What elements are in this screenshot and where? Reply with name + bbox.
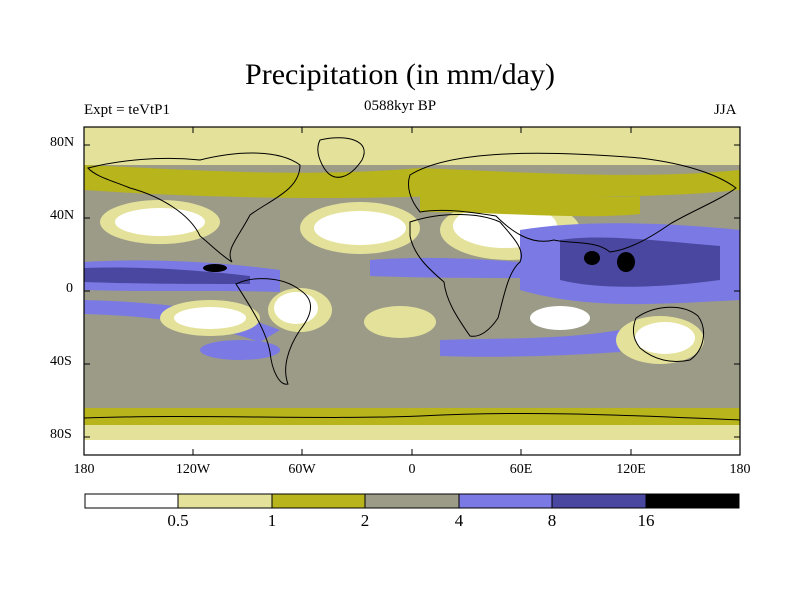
dry-spacific-core	[174, 307, 246, 329]
colorbar-frame	[84, 493, 740, 509]
lat-label-80n: 80N	[50, 135, 75, 150]
coastlines	[83, 137, 741, 421]
lat-label-0: 0	[66, 281, 73, 296]
precip-field	[84, 127, 740, 455]
colorbar-label-16: 16	[637, 511, 655, 530]
colorbar-bin-3	[365, 494, 459, 508]
wet-south-indian	[440, 330, 620, 357]
colorbar-label-1: 1	[267, 511, 277, 530]
map-title: Precipitation (in mm/day)	[245, 58, 555, 91]
wet-itcz-atlantic	[370, 257, 520, 278]
precip-south-white	[84, 440, 740, 455]
eurasia-outline	[407, 152, 737, 253]
south-america-outline	[235, 278, 311, 385]
dry-indian	[530, 306, 590, 330]
lon-label-180w: 180	[73, 462, 95, 477]
lon-label-120e: 120E	[616, 462, 646, 477]
light-eurasia	[420, 189, 640, 217]
wet-asia-black-1	[584, 251, 600, 265]
colorbar-bin-4	[459, 494, 552, 508]
australia-outline	[632, 306, 705, 362]
wet-asia-black-2	[617, 252, 635, 272]
dry-npacific-core	[115, 208, 205, 236]
north-america-outline	[87, 152, 301, 263]
colorbar-bin-0	[85, 494, 178, 508]
wet-s-atlantic	[200, 340, 280, 360]
africa-outline	[409, 214, 522, 337]
wet-itcz-core	[84, 267, 250, 284]
lon-label-180e: 180	[729, 462, 751, 477]
dry-satlantic	[364, 306, 436, 338]
precip-north-band	[84, 127, 740, 165]
lon-label-120w: 120W	[175, 462, 211, 477]
colorbar-bin-2	[272, 494, 365, 508]
lon-label-60w: 60W	[288, 462, 316, 477]
season-label: JJA	[714, 102, 737, 118]
precip-north-light	[84, 165, 740, 198]
colorbar-bin-5	[552, 494, 646, 508]
experiment-label: Expt = teVtP1	[84, 102, 170, 118]
lon-ticks	[192, 127, 632, 455]
period-label: 0588kyr BP	[363, 98, 437, 114]
lat-label-40n: 40N	[50, 208, 75, 223]
lat-label-40s: 40S	[50, 354, 72, 369]
dry-australia-core	[635, 322, 695, 354]
colorbar-label-8: 8	[547, 511, 557, 530]
colorbar-label-4: 4	[454, 511, 464, 530]
dry-south-america-core	[274, 292, 318, 324]
lon-label-0: 0	[408, 462, 416, 477]
colorbar-bin-6	[646, 494, 739, 508]
colorbar	[84, 493, 740, 509]
greenland-outline	[317, 137, 365, 178]
lat-ticks	[84, 144, 740, 438]
colorbar-label-0-5: 0.5	[167, 511, 189, 530]
colorbar-label-2: 2	[360, 511, 370, 530]
antarctica-outline	[83, 412, 741, 421]
lat-label-80s: 80S	[50, 427, 72, 442]
wet-asia-core	[560, 237, 720, 287]
lon-label-60e: 60E	[509, 462, 533, 477]
colorbar-bin-1	[178, 494, 272, 508]
dry-natlantic-core	[314, 211, 406, 245]
wet-black-spot	[203, 264, 227, 272]
